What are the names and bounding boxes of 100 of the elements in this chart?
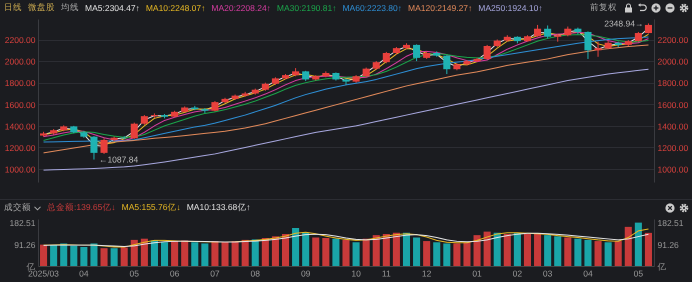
text: MA20:2208.24↑ — [211, 3, 271, 13]
x-tick-label: 06 — [170, 268, 180, 278]
bar — [433, 242, 440, 266]
text: MA5:2304.47↑ — [85, 3, 140, 13]
candlestick — [413, 44, 420, 62]
y2-tick-label: 91.26 — [658, 240, 680, 250]
candlestick — [544, 24, 552, 39]
bar — [332, 238, 340, 266]
y-tick-label: 1200.00 — [4, 142, 36, 153]
bar — [161, 242, 168, 266]
x-tick-label: 09 — [300, 268, 311, 278]
x-tick-label: 10 — [351, 268, 362, 278]
y-tick-label: 1600.00 — [4, 100, 36, 110]
bar — [604, 242, 612, 266]
candlestick — [564, 26, 572, 37]
y2-tick-label: 亿 — [656, 262, 666, 272]
text: MA250:1924.10↑ — [478, 3, 543, 13]
bar — [282, 234, 290, 266]
candlestick — [644, 22, 652, 34]
bar — [40, 244, 48, 266]
bar — [70, 246, 78, 266]
bar — [514, 232, 521, 266]
bar — [110, 248, 118, 266]
candlestick — [594, 41, 602, 58]
bar — [624, 226, 632, 266]
text: MA30:2190.81↑ — [276, 3, 336, 13]
bar — [644, 232, 652, 266]
chart-title: 成交额 — [4, 202, 32, 214]
bar — [262, 238, 269, 266]
y2-tick-label: 2000.00 — [658, 56, 688, 67]
y2-tick-label: 1600.00 — [658, 100, 688, 110]
bar — [211, 241, 218, 266]
bar — [191, 242, 198, 266]
bar — [584, 240, 592, 266]
x-tick-label: 07 — [210, 268, 220, 278]
bar — [423, 241, 430, 266]
candlestick — [484, 44, 491, 60]
bar — [90, 243, 98, 266]
x-tick-label: 02 — [512, 268, 522, 278]
y2-tick-label: 1800.00 — [658, 78, 688, 88]
bar — [171, 241, 178, 266]
text: MA120:2149.27↑ — [408, 3, 472, 13]
text: 总金额:139.65亿↓ — [47, 202, 116, 214]
bar — [60, 243, 68, 266]
bar — [594, 241, 602, 266]
bar — [402, 232, 410, 266]
bar — [352, 242, 360, 266]
bar — [221, 242, 229, 266]
bar — [181, 240, 188, 266]
bar — [484, 232, 491, 266]
bar — [474, 235, 481, 266]
bar — [554, 236, 562, 266]
bar — [574, 238, 582, 266]
y-tick-label: 亿 — [26, 262, 36, 272]
y-tick-label: 2200.00 — [4, 35, 36, 46]
candlestick — [534, 24, 542, 38]
text: 均线 — [61, 2, 79, 14]
bar — [272, 236, 279, 266]
text: MA5:155.76亿↓ — [122, 202, 181, 214]
x-tick-label: 01 — [472, 268, 482, 278]
x-tick-label: 04 — [583, 268, 593, 278]
y-tick-label: 1400.00 — [4, 121, 36, 132]
bar — [252, 239, 259, 266]
bar — [382, 234, 390, 266]
text: MA10:133.68亿↑ — [186, 202, 251, 214]
annotation: 2348.94→ — [604, 18, 644, 28]
bar — [130, 240, 138, 266]
candlestick — [211, 100, 218, 112]
bar — [443, 243, 450, 266]
y2-tick-label: 1400.00 — [658, 121, 688, 132]
text: 前复权 — [590, 2, 617, 14]
bar — [392, 232, 400, 266]
text: 日线 — [4, 2, 22, 14]
bar — [120, 247, 128, 266]
candlestick — [130, 122, 138, 140]
candlestick — [443, 54, 450, 75]
x-tick-label: 03 — [542, 268, 553, 278]
bar — [634, 222, 642, 266]
bar — [50, 245, 58, 266]
candlestick — [302, 70, 310, 82]
bar — [463, 242, 471, 266]
candlestick — [382, 51, 390, 64]
candlestick — [90, 136, 98, 160]
y-tick-label: 91.26 — [14, 240, 36, 250]
candlestick — [584, 30, 592, 60]
x-tick-label: 04 — [79, 268, 89, 278]
bar — [201, 243, 208, 266]
bar — [372, 235, 380, 266]
bar — [342, 240, 350, 266]
y2-tick-label: 1200.00 — [658, 142, 688, 153]
y2-tick-label: 182.51 — [658, 218, 684, 228]
bar — [232, 241, 239, 266]
bar — [453, 243, 460, 266]
bar — [312, 238, 320, 266]
y-tick-label: 1000.00 — [4, 164, 36, 175]
bar — [322, 238, 330, 266]
bar — [362, 238, 370, 266]
bar — [564, 238, 572, 266]
bar — [534, 234, 542, 266]
x-tick-label: 05 — [130, 268, 140, 278]
